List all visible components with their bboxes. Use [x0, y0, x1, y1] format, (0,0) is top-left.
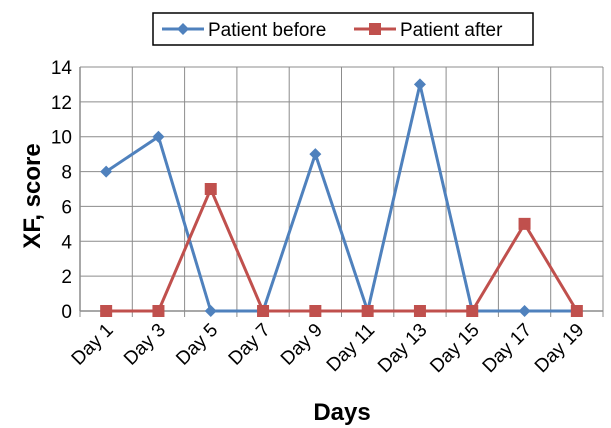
series-line-patient-after: [106, 187, 579, 313]
data-point-patient-before: [309, 148, 322, 161]
legend-marker-patient-before: [177, 23, 189, 35]
data-point-patient-after: [204, 183, 217, 195]
y-tick-label: 6: [61, 197, 72, 218]
data-point-patient-before: [152, 130, 165, 143]
x-tick-label: Day 15: [426, 320, 483, 377]
data-point-patient-after: [309, 305, 322, 317]
y-tick-label: 10: [51, 128, 72, 149]
y-tick-label: 2: [61, 267, 72, 288]
x-tick-label: Day 3: [120, 320, 170, 370]
legend: Patient before Patient after: [152, 12, 534, 46]
data-point-patient-after: [518, 217, 531, 230]
legend-marker-patient-after: [369, 23, 381, 35]
data-point-patient-after: [361, 305, 374, 317]
x-tick-label: Day 1: [68, 320, 118, 370]
y-axis-ticks: 0 2 4 6 8 10 12 14: [51, 58, 73, 323]
data-point-patient-before: [518, 305, 531, 317]
data-point-patient-before: [413, 78, 426, 91]
x-tick-label: Day 5: [172, 320, 222, 370]
series-line-patient-before: [105, 82, 577, 313]
y-tick-label: 8: [61, 163, 72, 184]
data-point-patient-after: [100, 305, 113, 317]
x-tick-label: Day 9: [277, 320, 327, 370]
x-tick-label: Day 17: [479, 320, 536, 377]
data-point-patient-before: [100, 165, 113, 178]
data-point-patient-after: [152, 305, 165, 317]
data-point-patient-after: [570, 305, 583, 317]
data-point-patient-before: [204, 305, 217, 317]
x-axis-label: Days: [313, 399, 370, 426]
y-tick-label: 12: [51, 93, 72, 114]
legend-label-patient-before: Patient before: [208, 20, 326, 41]
y-axis-label: XF, score: [19, 143, 46, 248]
legend-box: [152, 12, 534, 46]
y-tick-label: 0: [61, 302, 72, 323]
grid: [79, 66, 604, 317]
series-group: [100, 78, 583, 317]
series-patient-after: [100, 183, 583, 317]
legend-label-patient-after: Patient after: [400, 20, 503, 41]
x-tick-label: Day 19: [531, 320, 588, 377]
y-tick-label: 4: [61, 232, 72, 253]
data-point-patient-after: [413, 305, 426, 317]
data-point-patient-after: [466, 305, 479, 317]
y-tick-label: 14: [51, 58, 73, 79]
x-tick-label: Day 13: [374, 320, 431, 377]
data-point-patient-after: [257, 305, 270, 317]
x-tick-label: Day 7: [225, 320, 275, 370]
x-tick-label: Day 11: [323, 320, 379, 376]
